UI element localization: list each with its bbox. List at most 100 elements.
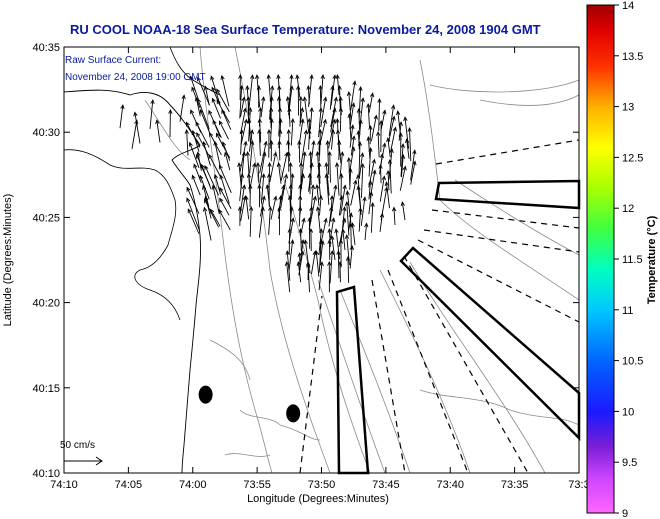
annotation-line-1: Raw Surface Current: (65, 55, 161, 66)
current-vector (218, 164, 232, 193)
current-vector (197, 98, 210, 130)
current-vector (290, 118, 295, 146)
current-vector (350, 135, 356, 156)
current-vector (368, 124, 373, 145)
x-tick-label: 73:50 (308, 479, 336, 491)
current-vector (327, 150, 332, 183)
current-vector (239, 85, 244, 119)
current-vector (317, 161, 322, 184)
y-tick-label: 40:15 (32, 383, 60, 395)
current-vector (350, 222, 356, 246)
current-vector (237, 205, 243, 226)
current-vector (188, 141, 200, 169)
colorbar-tick-label: 13 (622, 102, 634, 114)
current-vector (269, 85, 275, 120)
current-vector (203, 85, 210, 106)
current-vector (298, 95, 303, 123)
current-vector (269, 139, 274, 162)
y-tick-label: 40:10 (32, 468, 60, 480)
current-vector (334, 162, 340, 196)
current-vector (179, 94, 186, 122)
current-vector (370, 201, 375, 233)
current-vector (199, 109, 212, 136)
current-vector (318, 261, 324, 291)
current-vector (288, 161, 293, 188)
current-vector (319, 240, 325, 266)
current-vector (223, 151, 231, 171)
current-vector (318, 195, 323, 216)
current-vector (246, 173, 252, 194)
current-vector (379, 212, 385, 233)
current-vector (220, 74, 230, 107)
x-tick-label: 74:05 (115, 479, 143, 491)
current-vector (260, 173, 266, 204)
colorbar-tick-label: 11.5 (622, 254, 643, 266)
x-axis-label: Longitude (Degrees:Minutes) (247, 493, 389, 505)
current-vector (187, 208, 200, 234)
current-vector (257, 183, 262, 208)
colorbar-tick-label: 11 (622, 305, 633, 317)
current-vector (360, 196, 367, 226)
current-vector (366, 103, 371, 128)
current-vector (316, 173, 322, 198)
current-vector (222, 141, 231, 161)
y-tick-label: 40:20 (32, 298, 60, 310)
current-vector (240, 96, 246, 118)
current-vector (330, 235, 336, 261)
current-vector (307, 128, 312, 150)
current-vector (239, 184, 247, 216)
plot-area: 50 cm/s Raw Surface Current: November 24… (60, 46, 581, 475)
annotation-line-2: November 24, 2008 19:00 GMT (65, 72, 206, 83)
current-vector (350, 80, 357, 111)
colorbar-ticks: 14 13.5 13 12.5 12 11.5 11 10.5 10 9.5 9 (614, 0, 643, 519)
current-vector (297, 252, 302, 271)
current-vector (210, 75, 221, 106)
current-vector (364, 222, 369, 241)
current-vector (219, 186, 232, 209)
current-vector (211, 184, 220, 214)
current-vector (218, 120, 229, 140)
current-vector (330, 129, 336, 150)
current-vector (208, 153, 222, 178)
current-vector (202, 206, 212, 241)
current-vector (204, 165, 219, 196)
current-vector (277, 139, 282, 161)
current-vector (218, 209, 231, 231)
x-axis: 74:10 74:05 74:00 73:55 73:50 73:45 73:40 73:35… (50, 47, 590, 491)
current-vector (193, 163, 202, 184)
current-vector (248, 205, 254, 237)
current-vector (211, 97, 221, 119)
current-vector (328, 118, 337, 149)
current-vector (348, 212, 353, 232)
current-vector (378, 163, 383, 184)
current-vector (315, 206, 321, 234)
current-vector (324, 173, 330, 205)
current-vector (259, 140, 268, 174)
current-vector (259, 195, 266, 217)
current-vector (349, 124, 355, 148)
current-vector (378, 119, 384, 153)
current-vector (403, 116, 410, 149)
current-vector (400, 154, 406, 178)
current-vector (280, 173, 289, 208)
current-vector (200, 163, 212, 190)
current-vector (386, 137, 391, 158)
current-vector (370, 114, 378, 142)
current-vector (327, 238, 332, 260)
current-vector (350, 179, 358, 206)
current-vector (345, 255, 351, 283)
current-vector (303, 239, 310, 274)
current-vector (400, 201, 406, 221)
current-vector (387, 158, 393, 194)
y-axis-label: Latitude (Degrees:Minutes) (2, 194, 14, 327)
current-vector (338, 195, 344, 216)
current-vector (257, 128, 262, 156)
current-vector (386, 169, 391, 191)
current-vector (277, 205, 282, 236)
buoy-east (286, 404, 301, 423)
colorbar-tick-label: 14 (622, 0, 634, 12)
current-vector (280, 151, 289, 181)
current-vector (219, 174, 230, 204)
current-vector (216, 88, 230, 113)
current-vector (286, 150, 291, 172)
